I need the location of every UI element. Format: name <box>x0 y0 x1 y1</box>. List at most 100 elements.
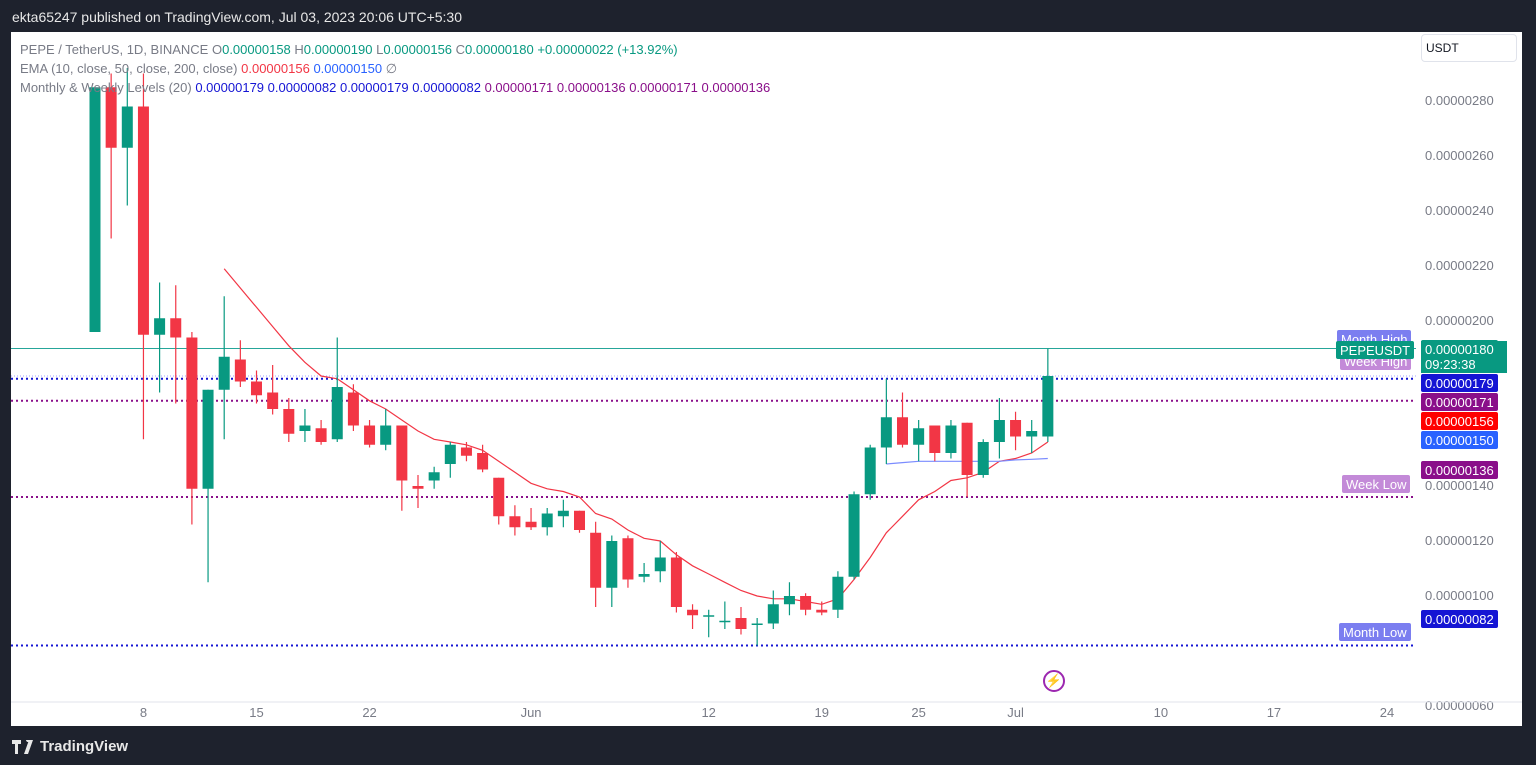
candle-body <box>590 532 602 588</box>
candle-body <box>347 392 359 426</box>
price-tick-label: 0.00000240 <box>1425 203 1494 218</box>
candle-body <box>428 472 440 481</box>
month-low-label: Month Low <box>1339 623 1411 641</box>
candle-body <box>1026 431 1038 437</box>
candle-body <box>1010 420 1022 437</box>
candle-body <box>703 615 715 617</box>
legend-levels-label[interactable]: Monthly & Weekly Levels (20) <box>20 80 192 95</box>
candle-body <box>477 453 489 470</box>
legend-close-label: C <box>455 42 466 57</box>
month-low-price-tag: 0.00000082 <box>1421 610 1498 628</box>
week-high-price-tag: 0.00000171 <box>1421 393 1498 411</box>
candle-body <box>412 486 424 489</box>
candle-body <box>525 521 537 528</box>
candle-body <box>364 425 376 445</box>
price-chart[interactable]: 0.00000280 0.00000260 0.00000240 0.00000220… <box>11 32 1522 726</box>
lightning-icon[interactable]: ⚡ <box>1043 670 1065 692</box>
time-tick-label: 24 <box>1380 705 1394 720</box>
legend-close-value: 0.00000180 <box>465 42 534 57</box>
candle-body <box>864 447 876 495</box>
candle-body <box>622 538 634 580</box>
candle-body <box>541 513 553 528</box>
legend-ema-row: EMA (10, close, 50, close, 200, close) 0… <box>20 59 770 78</box>
tradingview-logo-icon <box>12 739 33 754</box>
legend-ema50-value: 0.00000150 <box>313 61 383 76</box>
candle-body <box>234 359 246 382</box>
candle-body <box>945 425 957 453</box>
bar-countdown: 09:23:38 <box>1425 357 1476 372</box>
price-tick-label: 0.00000100 <box>1425 588 1494 603</box>
footer-bar: TradingView <box>0 726 1536 765</box>
currency-selector[interactable]: USDT <box>1421 34 1517 62</box>
candle-body <box>638 574 650 577</box>
price-tick-label: 0.00000220 <box>1425 258 1494 273</box>
candle-body <box>267 392 279 409</box>
candle-body <box>961 422 973 475</box>
legend-symbol[interactable]: PEPE / TetherUS, 1D, BINANCE <box>20 42 209 57</box>
legend-levels-row: Monthly & Weekly Levels (20) 0.00000179 … <box>20 78 770 97</box>
candle-body <box>1042 376 1054 437</box>
candle-body <box>331 387 343 440</box>
time-tick-label: 15 <box>249 705 263 720</box>
chart-panel[interactable]: 0.00000280 0.00000260 0.00000240 0.00000220… <box>11 32 1522 726</box>
ema10-line <box>223 268 1049 605</box>
candle-body <box>767 604 779 624</box>
ema10-price-tag: 0.00000156 <box>1421 412 1498 430</box>
legend-level-value: 0.00000179 <box>339 80 409 95</box>
time-tick-label: 19 <box>815 705 829 720</box>
candle-body <box>170 318 182 338</box>
legend-high-value: 0.00000190 <box>303 42 373 57</box>
time-tick-label: 17 <box>1267 705 1281 720</box>
candle-body <box>687 609 699 616</box>
candle-body <box>380 425 392 445</box>
candle-body <box>816 609 828 613</box>
legend-level-value: 0.00000082 <box>267 80 337 95</box>
candle-body <box>493 477 505 517</box>
candle-body <box>832 576 844 610</box>
week-low-label: Week Low <box>1342 475 1411 493</box>
candle-body <box>897 417 908 445</box>
candle-body <box>509 516 521 528</box>
candle-body <box>977 442 989 475</box>
legend-ema200-value: ∅ <box>385 61 398 76</box>
candle-body <box>735 618 747 629</box>
legend-low-value: 0.00000156 <box>383 42 453 57</box>
time-tick-label: 8 <box>140 705 147 720</box>
legend-change-value: +0.00000022 (+13.92%) <box>537 42 678 57</box>
candle-body <box>929 425 941 453</box>
tradingview-logo[interactable]: TradingView <box>12 738 128 755</box>
week-low-price-tag: 0.00000136 <box>1421 461 1498 479</box>
legend-level-value: 0.00000179 <box>195 80 265 95</box>
legend-ema-label[interactable]: EMA (10, close, 50, close, 200, close) <box>20 61 238 76</box>
candle-body <box>89 87 101 332</box>
time-tick-label: 10 <box>1154 705 1168 720</box>
price-tick-label: 0.00000060 <box>1425 698 1494 713</box>
candle-body <box>105 87 117 148</box>
legend-level-value: 0.00000171 <box>484 80 554 95</box>
candle-body <box>315 428 327 442</box>
price-tick-label: 0.00000280 <box>1425 93 1494 108</box>
legend-level-value: 0.00000136 <box>556 80 626 95</box>
legend-open-label: O <box>211 42 223 57</box>
candle-body <box>783 596 795 605</box>
time-tick-label: 25 <box>911 705 925 720</box>
candle-body <box>154 318 166 335</box>
candle-body <box>993 420 1005 442</box>
current-price-value: 0.00000180 <box>1425 342 1494 357</box>
time-tick-label: 12 <box>701 705 715 720</box>
candle-body <box>670 557 682 607</box>
candle-body <box>444 444 456 464</box>
candle-body <box>137 106 149 335</box>
month-high-price-tag: 0.00000179 <box>1421 374 1498 392</box>
publish-header: ekta65247 published on TradingView.com, … <box>0 0 1536 32</box>
current-price-tag: 0.00000180 09:23:38 <box>1421 341 1507 373</box>
legend-ema10-value: 0.00000156 <box>241 61 310 76</box>
candle-body <box>880 417 892 448</box>
candle-body <box>654 557 666 572</box>
brand-name: TradingView <box>40 738 129 755</box>
candle-body <box>251 381 262 396</box>
candle-body <box>606 541 618 588</box>
candle-body <box>186 337 198 489</box>
price-tick-label: 0.00000140 <box>1425 478 1494 493</box>
legend-level-value: 0.00000082 <box>412 80 481 95</box>
